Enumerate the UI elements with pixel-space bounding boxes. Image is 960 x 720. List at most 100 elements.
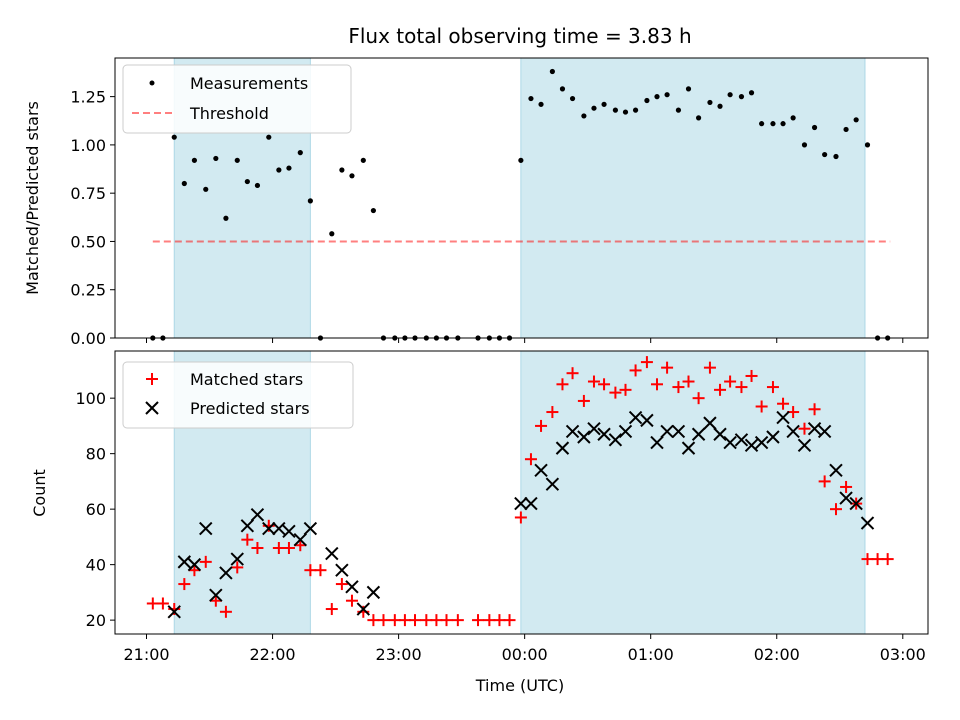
- measurement-point: [528, 95, 534, 102]
- measurement-point: [433, 335, 440, 341]
- bottom-legend: Matched stars Predicted stars: [122, 361, 354, 429]
- matched-star-point: [514, 511, 527, 524]
- measurement-point: [748, 90, 755, 96]
- matched-star-point: [703, 361, 716, 374]
- matched-star-point: [231, 561, 244, 574]
- top-axes: 0.00 0.25 0.50 0.75 1.00 1.25: [70, 57, 929, 348]
- measurement-point: [223, 215, 229, 221]
- legend-label-matched: Matched stars: [190, 370, 303, 389]
- predicted-star-point: [167, 605, 181, 619]
- predicted-star-point: [597, 427, 611, 441]
- measurement-point: [581, 113, 587, 119]
- measurement-point: [423, 335, 429, 341]
- predicted-star-point: [565, 424, 580, 439]
- measurement-point: [160, 335, 166, 341]
- predicted-star-point: [524, 496, 538, 511]
- predicted-star-point: [860, 516, 875, 530]
- shaded-span-2: [520, 57, 866, 339]
- matched-star-point: [430, 614, 443, 627]
- predicted-star-point: [691, 427, 706, 441]
- measurement-point: [770, 121, 776, 127]
- predicted-star-point: [177, 555, 192, 569]
- predicted-star-point: [849, 496, 863, 511]
- measurement-point: [286, 165, 292, 171]
- measurement-points: [150, 68, 891, 341]
- predicted-star-point: [839, 491, 853, 505]
- y-tick-label: 40: [86, 556, 106, 575]
- plot-frame: [114, 57, 929, 339]
- top-legend: Measurements Threshold: [122, 64, 352, 134]
- matched-star-point: [241, 533, 254, 546]
- predicted-star-point: [325, 546, 339, 561]
- matched-star-point: [692, 392, 705, 405]
- matched-star-point: [672, 381, 685, 394]
- x-tick-label: 22:00: [250, 645, 296, 664]
- predicted-star-point: [209, 588, 223, 602]
- measurement-point: [853, 117, 859, 123]
- predicted-star-point: [577, 430, 591, 444]
- measurement-point: [455, 335, 461, 341]
- predicted-star-point: [628, 410, 643, 425]
- y-tick-label: 0.00: [70, 329, 106, 348]
- measurement-point: [738, 94, 745, 100]
- measurement-point: [612, 107, 619, 113]
- matched-star-point: [861, 553, 874, 566]
- measurement-point: [370, 207, 376, 214]
- matched-star-point: [745, 369, 758, 382]
- matched-star-point: [871, 553, 884, 566]
- y-tick-label: 60: [86, 500, 106, 519]
- measurement-point: [380, 335, 387, 341]
- predicted-star-point: [219, 566, 233, 580]
- matched-star-point: [766, 381, 779, 394]
- measurement-point: [644, 97, 650, 104]
- y-tick-label: 80: [86, 445, 106, 464]
- matched-star-point: [735, 381, 748, 394]
- measurement-point: [266, 134, 272, 140]
- measurement-point: [213, 155, 219, 162]
- measurement-point: [496, 335, 503, 341]
- x-tick-label: 23:00: [376, 645, 422, 664]
- matched-star-point: [535, 419, 548, 432]
- measurement-point: [874, 335, 881, 341]
- measurement-point: [707, 99, 713, 106]
- measurement-point: [727, 92, 733, 98]
- measurement-point: [759, 121, 765, 127]
- predicted-star-point: [293, 532, 307, 547]
- measurement-point: [864, 142, 871, 148]
- measurement-point: [518, 157, 524, 163]
- predicted-star-point: [817, 424, 832, 439]
- plot-frame: [114, 350, 929, 635]
- measurement-point: [203, 186, 209, 192]
- measurement-point: [622, 109, 629, 115]
- y-tick-label: 20: [86, 611, 106, 630]
- legend-label-measurements: Measurements: [190, 74, 308, 93]
- matched-star-point: [199, 555, 212, 568]
- measurement-point: [254, 182, 261, 189]
- matched-star-point: [345, 594, 358, 607]
- matched-star-point: [483, 614, 496, 627]
- predicted-star-point: [681, 441, 696, 455]
- predicted-star-point: [587, 421, 601, 436]
- predicted-star-point: [671, 424, 686, 439]
- measurement-point: [664, 92, 670, 98]
- predicted-star-point: [618, 424, 633, 439]
- predicted-star-point: [303, 521, 318, 536]
- measurement-point: [632, 107, 639, 113]
- measurement-point: [244, 178, 250, 185]
- matched-star-point: [818, 475, 831, 488]
- matched-star-point: [294, 539, 307, 552]
- measurement-point: [538, 101, 544, 107]
- chart-title: Flux total observing time = 3.83 h: [348, 24, 691, 48]
- matched-star-point: [714, 383, 727, 396]
- x-axis-label: Time (UTC): [475, 676, 564, 695]
- measurement-point: [685, 86, 692, 92]
- predicted-star-point: [345, 580, 359, 594]
- measurement-point: [801, 142, 808, 148]
- legend-label-threshold: Threshold: [189, 104, 269, 123]
- matched-star-point: [367, 614, 380, 627]
- predicted-star-point: [640, 413, 654, 428]
- measurement-point: [412, 335, 418, 341]
- measurement-point: [833, 153, 839, 160]
- y-tick-label: 0.25: [70, 281, 106, 300]
